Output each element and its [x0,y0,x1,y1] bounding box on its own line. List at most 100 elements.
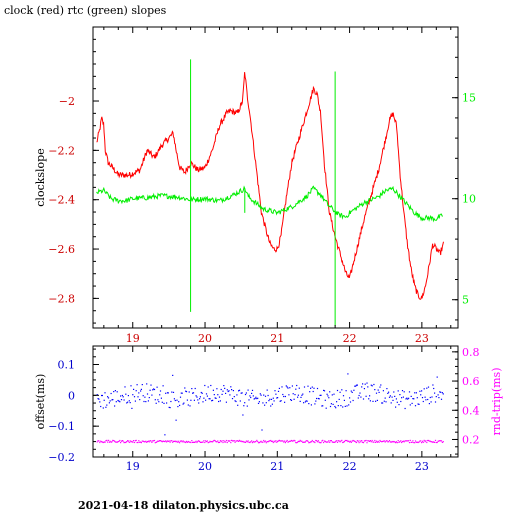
rndtrip-point [440,440,443,442]
rndtrip-point [211,441,213,443]
rndtrip-point [150,440,152,442]
offset-point [267,394,269,397]
rndtrip-point [408,442,411,444]
offset-point [191,388,193,390]
offset-point [211,400,213,402]
offset-point [421,390,423,392]
offset-point [199,396,201,398]
rndtrip-point [190,441,192,444]
offset-point [282,393,284,396]
offset-point [414,405,417,407]
rndtrip-point [329,440,332,442]
rndtrip-point [161,441,163,443]
offset-point [434,392,436,394]
offset-point [315,400,317,402]
rndtrip-point [273,440,275,442]
rndtrip-point [296,442,298,444]
offset-point [99,401,101,403]
offset-point [345,390,347,392]
rndtrip-point [424,441,426,443]
rndtrip-point [143,441,145,443]
offset-point [167,392,169,394]
offset-point [408,391,411,393]
rndtrip-point [125,441,127,444]
offset-point [185,390,187,392]
offset-point [376,399,378,401]
rndtrip-point [324,440,326,442]
offset-point [159,390,162,392]
bottom-x-tick-label: 19 [126,460,140,473]
rndtrip-point [301,440,303,442]
rndtrip-point [300,440,302,442]
offset-point [356,384,358,386]
offset-point [194,387,196,390]
rndtrip-point [251,442,254,444]
offset-point [438,397,440,399]
offset-point [117,399,119,402]
offset-point [257,397,259,399]
rndtrip-point [400,440,402,442]
offset-point [377,389,379,391]
offset-point [107,396,109,398]
rndtrip-point [388,440,391,442]
rndtrip-point [302,441,304,443]
top-x-tick-label: 21 [270,332,284,345]
offset-point [312,390,314,393]
rndtrip-point [414,440,417,442]
offset-point [96,394,98,396]
offset-point [183,402,185,404]
rndtrip-point [311,439,313,442]
rndtrip-point [183,441,185,443]
offset-point [442,393,444,395]
offset-point [202,401,204,403]
offset-point [298,387,300,389]
rndtrip-point [180,440,182,442]
rndtrip-point [317,440,319,442]
offset-point [331,394,333,396]
offset-point [237,404,239,406]
offset-point [373,383,375,386]
offset-point [140,390,142,392]
offset-point [98,398,100,400]
top-y2-tick-label: 5 [462,294,469,307]
offset-point [243,405,245,407]
rndtrip-point [330,440,332,442]
offset-point [215,397,217,399]
rndtrip-point [106,439,108,441]
rndtrip-point [182,440,184,442]
offset-point [254,397,256,400]
offset-point [358,394,360,397]
rndtrip-point [414,442,416,444]
rndtrip-point [335,440,337,442]
offset-point [111,399,113,401]
offset-point [290,399,293,401]
offset-point [272,397,274,399]
offset-point [382,402,384,404]
rndtrip-point [404,440,406,442]
rndtrip-point [159,440,161,442]
rndtrip-point [381,441,383,443]
rndtrip-point [216,441,218,443]
rndtrip-point [434,439,437,441]
rndtrip-point [376,441,378,443]
offset-point [213,394,215,396]
offset-point [423,388,425,390]
bottom-plot-frame [92,345,459,458]
rndtrip-point [218,441,221,443]
rndtrip-point [357,440,359,442]
offset-point [120,395,122,397]
offset-point [300,396,302,398]
rndtrip-point [185,440,188,442]
rndtrip-point [144,441,146,443]
rndtrip-point [133,440,135,442]
offset-point [134,400,136,402]
offset-point [218,400,220,403]
rndtrip-point [270,439,272,442]
rndtrip-point [184,441,186,443]
rndtrip-point [280,440,282,442]
offset-point [193,399,195,401]
offset-point [279,400,281,402]
offset-point [440,398,443,400]
offset-point [220,388,222,391]
rndtrip-point [410,441,412,443]
